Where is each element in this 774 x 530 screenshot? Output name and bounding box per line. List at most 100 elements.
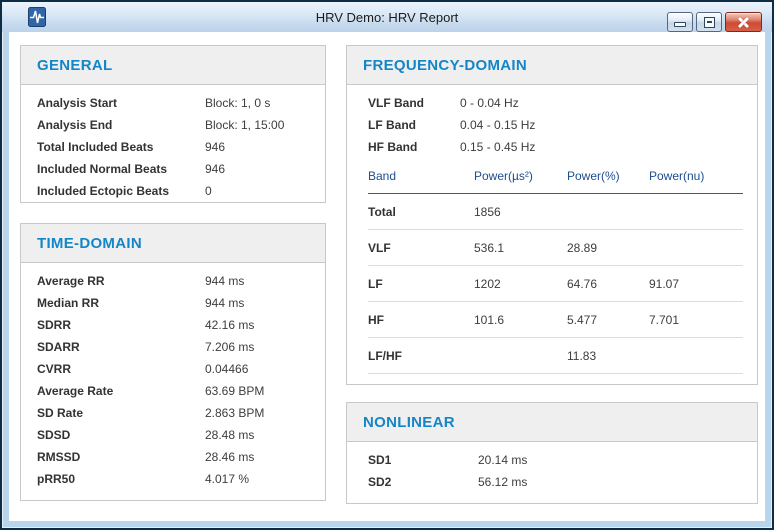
band-name: LF xyxy=(368,276,383,291)
stat-value: 946 xyxy=(205,162,226,176)
stat-value: 944 ms xyxy=(205,274,245,288)
band-name: Total xyxy=(368,204,396,219)
stat-row: Analysis Start Block: 1, 0 s xyxy=(37,92,317,114)
stat-row: SDARR 7.206 ms xyxy=(37,336,317,358)
power-table: Band Power(µs²) Power(%) Power(nu) Total… xyxy=(368,158,743,374)
power-pct: 64.76 xyxy=(567,276,598,291)
nonlinear-panel: NONLINEAR SD1 20.14 ms SD2 56.12 ms xyxy=(346,402,758,504)
close-button[interactable] xyxy=(725,12,762,32)
power-table-col-nu: Power(nu) xyxy=(649,168,705,183)
stat-label: Median RR xyxy=(37,296,100,310)
stat-value: 2.863 BPM xyxy=(205,406,265,420)
stat-row: LF Band 0.04 - 0.15 Hz xyxy=(368,114,749,136)
stat-label: Average RR xyxy=(37,274,105,288)
stat-label: Analysis Start xyxy=(37,96,118,110)
stat-label: SD2 xyxy=(368,475,392,489)
window-title: HRV Demo: HRV Report xyxy=(315,9,459,25)
stat-value: Block: 1, 15:00 xyxy=(205,118,285,132)
general-panel-body: Analysis Start Block: 1, 0 s Analysis En… xyxy=(21,85,325,202)
power-us2: 1856 xyxy=(474,204,501,219)
stat-value: 20.14 ms xyxy=(478,453,528,467)
nonlinear-panel-title: NONLINEAR xyxy=(363,413,455,431)
power-pct: 28.89 xyxy=(567,240,598,255)
band-name: LF/HF xyxy=(368,348,402,363)
stat-row: VLF Band 0 - 0.04 Hz xyxy=(368,92,749,114)
nonlinear-panel-body: SD1 20.14 ms SD2 56.12 ms xyxy=(347,442,757,493)
time-domain-panel-title: TIME-DOMAIN xyxy=(37,234,142,252)
stat-value: 4.017 % xyxy=(205,472,250,486)
window-controls xyxy=(667,12,762,32)
frequency-domain-panel-header: FREQUENCY-DOMAIN xyxy=(347,46,757,85)
stat-row: SDSD 28.48 ms xyxy=(37,424,317,446)
band-name: VLF xyxy=(368,240,391,255)
close-x-icon xyxy=(726,13,761,31)
stat-row: SD Rate 2.863 BPM xyxy=(37,402,317,424)
stat-row: Analysis End Block: 1, 15:00 xyxy=(37,114,317,136)
stat-label: VLF Band xyxy=(368,96,424,110)
stat-row: CVRR 0.04466 xyxy=(37,358,317,380)
frequency-domain-panel-title: FREQUENCY-DOMAIN xyxy=(363,56,527,74)
report-client-area: GENERAL Analysis Start Block: 1, 0 s Ana… xyxy=(9,32,765,521)
stat-label: SD1 xyxy=(368,453,392,467)
stat-label: pRR50 xyxy=(37,472,76,486)
stat-value: 946 xyxy=(205,140,226,154)
stat-value: 63.69 BPM xyxy=(205,384,265,398)
power-us2: 101.6 xyxy=(474,312,505,327)
power-nu: 7.701 xyxy=(649,312,680,327)
stat-label: SD Rate xyxy=(37,406,84,420)
general-panel: GENERAL Analysis Start Block: 1, 0 s Ana… xyxy=(20,45,326,203)
band-name: HF xyxy=(368,312,384,327)
time-domain-panel: TIME-DOMAIN Average RR 944 ms Median RR … xyxy=(20,223,326,501)
titlebar[interactable]: HRV Demo: HRV Report xyxy=(2,2,772,32)
power-us2: 536.1 xyxy=(474,240,505,255)
time-domain-panel-body: Average RR 944 ms Median RR 944 ms SDRR … xyxy=(21,263,325,490)
power-nu: 91.07 xyxy=(649,276,680,291)
stat-label: Analysis End xyxy=(37,118,113,132)
app-pulse-icon xyxy=(28,7,46,27)
general-panel-title: GENERAL xyxy=(37,56,113,74)
maximize-button[interactable] xyxy=(696,12,722,32)
stat-row: HF Band 0.15 - 0.45 Hz xyxy=(368,136,749,158)
stat-row: RMSSD 28.46 ms xyxy=(37,446,317,468)
stat-value: 0 xyxy=(205,184,212,198)
power-table-row: LF 1202 64.76 91.07 xyxy=(368,266,743,302)
power-table-col-band: Band xyxy=(368,168,397,183)
power-pct: 5.477 xyxy=(567,312,598,327)
stat-label: HF Band xyxy=(368,140,418,154)
stat-value: Block: 1, 0 s xyxy=(205,96,271,110)
minimize-button[interactable] xyxy=(667,12,693,32)
stat-value: 0.15 - 0.45 Hz xyxy=(460,140,536,154)
stat-label: LF Band xyxy=(368,118,416,132)
stat-value: 7.206 ms xyxy=(205,340,255,354)
stat-value: 42.16 ms xyxy=(205,318,255,332)
stat-value: 944 ms xyxy=(205,296,245,310)
power-table-row: Total 1856 xyxy=(368,194,743,230)
stat-row: SD1 20.14 ms xyxy=(368,449,749,471)
power-table-row: LF/HF 11.83 xyxy=(368,338,743,374)
stat-label: Average Rate xyxy=(37,384,114,398)
stat-label: SDRR xyxy=(37,318,72,332)
stat-row: Average Rate 63.69 BPM xyxy=(37,380,317,402)
stat-row: Included Ectopic Beats 0 xyxy=(37,180,317,202)
stat-label: CVRR xyxy=(37,362,72,376)
power-table-row: HF 101.6 5.477 7.701 xyxy=(368,302,743,338)
power-pct: 11.83 xyxy=(567,348,597,363)
stat-value: 0.04466 xyxy=(205,362,249,376)
stat-row: Median RR 944 ms xyxy=(37,292,317,314)
frequency-domain-panel: FREQUENCY-DOMAIN VLF Band 0 - 0.04 Hz LF… xyxy=(346,45,758,385)
stat-label: SDSD xyxy=(37,428,71,442)
frequency-bands: VLF Band 0 - 0.04 Hz LF Band 0.04 - 0.15… xyxy=(347,85,757,158)
stat-value: 0 - 0.04 Hz xyxy=(460,96,519,110)
power-table-col-us2: Power(µs²) xyxy=(474,168,533,183)
stat-label: RMSSD xyxy=(37,450,81,464)
stat-label: Included Ectopic Beats xyxy=(37,184,170,198)
nonlinear-panel-header: NONLINEAR xyxy=(347,403,757,442)
stat-value: 28.48 ms xyxy=(205,428,255,442)
power-table-col-pct: Power(%) xyxy=(567,168,620,183)
stat-label: SDARR xyxy=(37,340,80,354)
stat-row: SD2 56.12 ms xyxy=(368,471,749,493)
time-domain-panel-header: TIME-DOMAIN xyxy=(21,224,325,263)
stat-row: pRR50 4.017 % xyxy=(37,468,317,490)
minimize-dash-icon xyxy=(674,22,686,27)
stat-row: Total Included Beats 946 xyxy=(37,136,317,158)
